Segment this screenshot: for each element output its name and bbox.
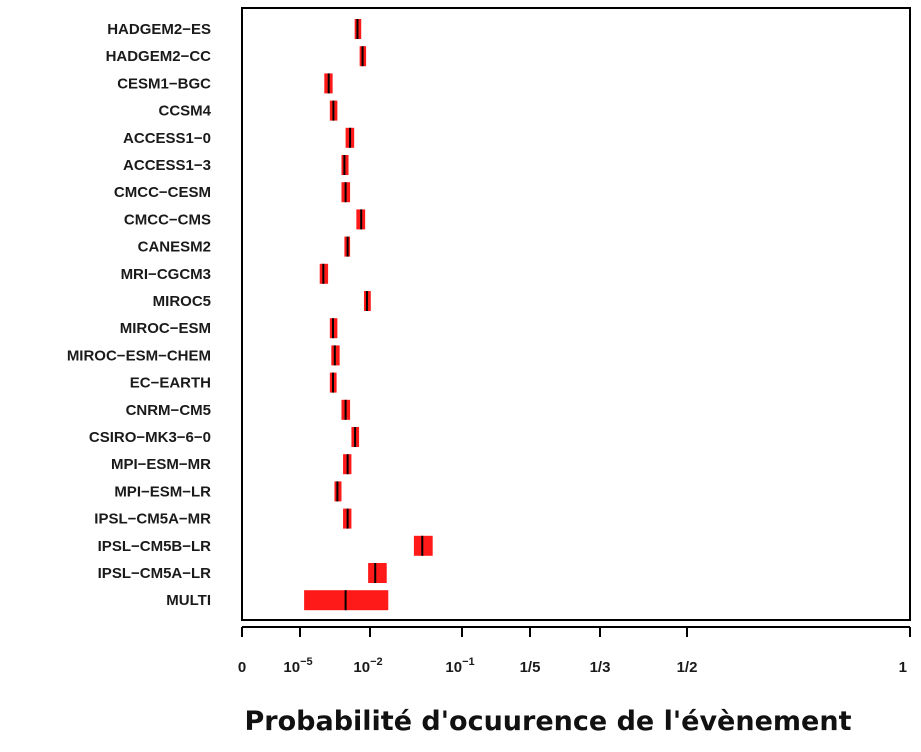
x-tick-label: 1/3 <box>590 659 611 676</box>
x-tick-label: 1/5 <box>520 659 541 676</box>
model-label: HADGEM2−ES <box>107 21 211 38</box>
model-label: MRI−CGCM3 <box>121 266 211 283</box>
model-label: IPSL−CM5A−LR <box>98 565 212 582</box>
model-label: HADGEM2−CC <box>106 48 212 65</box>
x-tick-label: 1/2 <box>677 659 698 676</box>
model-label: MIROC−ESM <box>120 320 211 337</box>
x-tick-exponent: −1 <box>462 656 475 668</box>
interval-bars <box>304 19 433 611</box>
x-tick-exponent: −2 <box>370 656 383 668</box>
x-tick-label: 1 <box>899 659 907 676</box>
interval-bar <box>368 563 387 583</box>
model-labels: HADGEM2−ES HADGEM2−CC CESM1−BGC CCSM4 ACCESS… <box>67 21 212 609</box>
x-tick-label: 0 <box>238 659 246 676</box>
model-label: CCSM4 <box>158 103 211 120</box>
x-tick-label: 10−1 <box>445 656 474 676</box>
model-label: MPI−ESM−LR <box>114 483 211 500</box>
model-label: CMCC−CMS <box>124 211 211 228</box>
x-tick-exponent: −5 <box>300 656 313 668</box>
x-axis: 0 10−5 10−2 10−1 1/5 1/3 1/2 1 <box>238 626 911 676</box>
model-label: IPSL−CM5A−MR <box>94 511 211 528</box>
model-label: CNRM−CM5 <box>126 402 211 419</box>
x-tick-label: 10−2 <box>353 656 382 676</box>
model-label: ACCESS1−3 <box>123 157 211 174</box>
interval-bar <box>413 535 433 556</box>
x-tick-label: 10−5 <box>283 656 312 676</box>
x-tick-base: 10 <box>445 659 462 676</box>
model-label: CSIRO−MK3−6−0 <box>89 429 211 446</box>
model-label: CESM1−BGC <box>117 75 211 92</box>
model-label: CANESM2 <box>138 239 211 256</box>
model-label: CMCC−CESM <box>114 184 211 201</box>
model-label: MIROC5 <box>153 293 211 310</box>
model-label: MULTI <box>166 592 211 609</box>
model-label: MIROC−ESM−CHEM <box>67 347 211 364</box>
model-label: ACCESS1−0 <box>123 130 211 147</box>
x-tick-base: 10 <box>283 659 300 676</box>
model-label: MPI−ESM−MR <box>111 456 211 473</box>
model-label: IPSL−CM5B−LR <box>98 538 212 555</box>
model-label: EC−EARTH <box>130 375 211 392</box>
plot-frame <box>241 7 911 621</box>
x-axis-title: Probabilité d'ocuurence de l'évènement <box>245 706 852 737</box>
x-tick-base: 10 <box>353 659 370 676</box>
